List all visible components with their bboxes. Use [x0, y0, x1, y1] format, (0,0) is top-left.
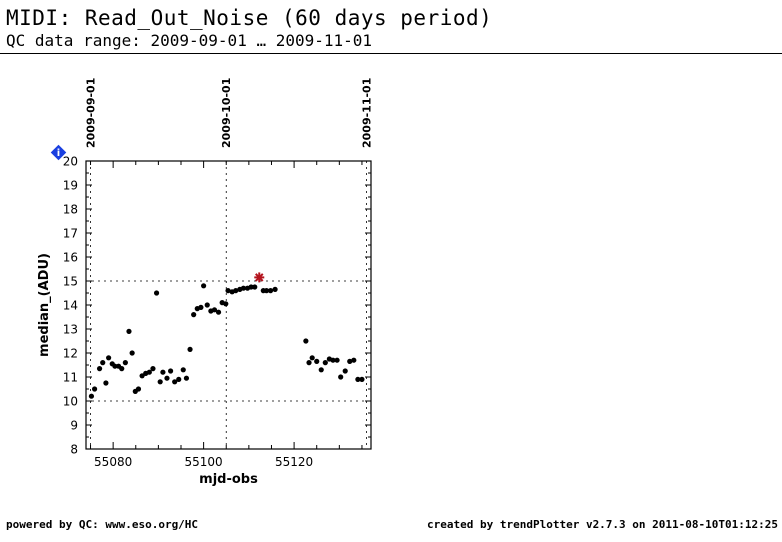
data-point — [176, 376, 182, 382]
data-point — [106, 355, 112, 361]
date-marker-label: 2009-09-01 — [85, 78, 98, 148]
page-title: MIDI: Read_Out_Noise (60 days period) — [6, 6, 493, 30]
data-point — [91, 386, 98, 392]
y-tick-label: 20 — [63, 155, 78, 169]
data-point — [263, 288, 270, 294]
data-point — [172, 379, 178, 385]
x-tick-label: 55100 — [185, 455, 223, 469]
data-point — [240, 285, 247, 291]
y-tick-label: 12 — [63, 347, 78, 361]
data-point — [157, 379, 163, 385]
data-point — [119, 366, 125, 372]
data-point — [167, 368, 174, 374]
data-point — [359, 376, 365, 382]
x-tick-label: 55080 — [94, 455, 132, 469]
info-diamond-icon[interactable]: i — [50, 144, 67, 161]
data-point — [122, 360, 128, 366]
data-point — [215, 309, 222, 315]
data-point — [334, 357, 340, 363]
data-point — [225, 288, 231, 294]
data-point — [135, 386, 142, 392]
outlier-star-point — [254, 272, 265, 283]
y-tick-label: 8 — [70, 443, 78, 457]
data-point — [150, 366, 156, 372]
data-point — [342, 368, 348, 374]
data-point — [153, 290, 160, 296]
data-point — [146, 369, 152, 375]
data-point — [248, 284, 254, 290]
data-point — [88, 393, 95, 399]
data-point — [355, 376, 361, 382]
data-point — [314, 358, 320, 364]
data-point — [211, 307, 218, 313]
y-tick-label: 15 — [63, 275, 78, 289]
x-axis-label: mjd-obs — [199, 472, 258, 487]
data-point — [267, 288, 274, 294]
data-range-subtitle: QC data range: 2009-09-01 … 2009-11-01 — [6, 31, 373, 50]
data-point — [330, 357, 336, 363]
data-point — [204, 302, 210, 308]
data-point — [160, 369, 166, 375]
y-tick-label: 10 — [63, 395, 78, 409]
data-point — [100, 360, 106, 366]
date-marker-label: 2009-11-01 — [360, 78, 373, 148]
data-point — [351, 357, 357, 363]
footer-created-by: created by trendPlotter v2.7.3 on 2011-0… — [427, 518, 778, 531]
data-point — [309, 355, 315, 361]
data-point — [223, 301, 229, 307]
data-point — [347, 358, 353, 364]
axis-ticks: 8 9 10 11 12 13 14 15 16 17 18 19 20 55080 55100 55120 — [63, 155, 371, 469]
y-tick-label: 14 — [63, 299, 78, 313]
grid-layer — [86, 161, 371, 449]
data-point — [252, 284, 258, 290]
data-point — [187, 346, 193, 352]
data-point — [183, 375, 190, 381]
x-tick-label: 55120 — [275, 455, 313, 469]
data-point — [96, 366, 103, 372]
star-core — [257, 275, 262, 280]
data-point — [233, 288, 239, 294]
data-point — [322, 360, 328, 366]
data-point — [198, 304, 204, 310]
y-tick-label: 9 — [70, 419, 78, 433]
header-divider — [0, 53, 782, 54]
date-marker-label: 2009-10-01 — [220, 78, 233, 148]
data-point — [129, 350, 135, 356]
y-tick-label: 16 — [63, 251, 78, 265]
data-points — [88, 272, 365, 399]
footer-powered-by: powered by QC: www.eso.org/HC — [6, 518, 199, 531]
data-point — [201, 283, 207, 289]
y-axis-label: median_(ADU) — [37, 253, 52, 357]
data-point — [126, 328, 132, 334]
data-point — [303, 338, 309, 344]
data-point — [180, 367, 186, 373]
data-point — [272, 286, 278, 292]
data-point — [338, 374, 344, 380]
data-point — [164, 375, 170, 381]
date-marker-labels: 2009-09-01 2009-10-01 2009-11-01 — [85, 78, 374, 148]
plot-frame — [85, 160, 372, 450]
y-tick-label: 13 — [63, 323, 78, 337]
info-badge-label: i — [57, 148, 60, 159]
data-point — [318, 367, 324, 373]
y-tick-label: 17 — [63, 227, 78, 241]
data-point — [191, 312, 197, 318]
data-point — [103, 380, 109, 386]
data-point — [306, 360, 312, 366]
y-tick-label: 19 — [63, 179, 78, 193]
y-tick-label: 18 — [63, 203, 78, 217]
y-tick-label: 11 — [63, 371, 78, 385]
data-point — [112, 363, 118, 369]
